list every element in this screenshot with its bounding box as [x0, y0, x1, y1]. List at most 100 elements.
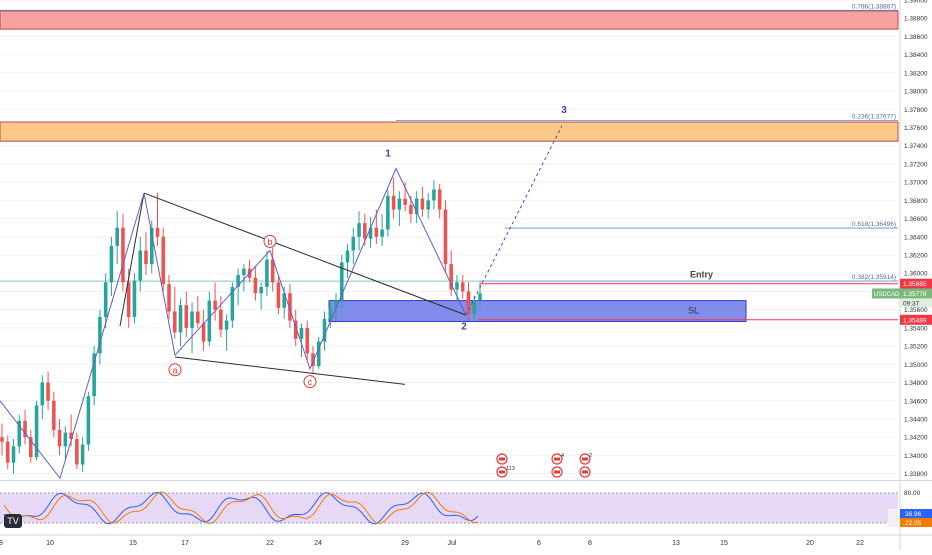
candle [386, 189, 390, 237]
candle [103, 273, 108, 328]
candle [270, 247, 275, 292]
candle-body [380, 229, 384, 237]
candle-body [368, 227, 373, 239]
entry-price-tag: 1.35885 [900, 278, 932, 289]
price-tick: 1.34200 [904, 435, 928, 442]
candle-body [363, 223, 367, 239]
candle [472, 296, 477, 319]
candle-body [17, 420, 22, 447]
candle [236, 268, 240, 306]
sl-label: SL [688, 306, 699, 316]
current-price-tag-text: 1.35778 [903, 291, 927, 298]
price-tick: 1.36400 [904, 234, 928, 241]
event-flag-stripe [499, 457, 505, 461]
candle [75, 432, 79, 470]
candle-body [167, 284, 171, 312]
fib-label: 0.618(1.36496) [852, 221, 896, 228]
oscillator-mini-box [888, 509, 898, 518]
candle-body [80, 444, 85, 465]
time-tick: 10 [46, 540, 54, 547]
candle [449, 250, 453, 297]
candle-body [184, 305, 189, 328]
candle [121, 214, 125, 292]
candles [0, 177, 482, 474]
candle-body [443, 209, 448, 265]
price-tick: 1.38200 [904, 70, 928, 77]
candle-body [132, 280, 137, 317]
candle [466, 282, 471, 321]
price-tick: 1.35000 [904, 362, 928, 369]
candle-body [460, 282, 465, 292]
candle-body [328, 307, 333, 319]
candle [132, 273, 137, 324]
price-tick: 1.34600 [904, 398, 928, 405]
candle [5, 435, 10, 470]
candle [426, 193, 430, 219]
corrective-letter: a [172, 365, 177, 375]
candle [328, 302, 333, 328]
time-axis: 8 10 15 17 22 24 29 Jul 6 8 13 15 20 22 [0, 540, 864, 547]
tradingview-logo-icon[interactable]: TV [4, 514, 22, 528]
event-row2-1 [551, 466, 563, 478]
candle [460, 275, 465, 299]
fib-label: 0.236(1.37677) [852, 114, 896, 121]
event-row1-1: 4 [551, 453, 564, 465]
candle-body [138, 250, 143, 281]
candle-body [288, 293, 292, 321]
candle-body [270, 259, 275, 283]
event-row1-0 [496, 453, 508, 465]
zone-demand [328, 300, 747, 323]
candle-body [121, 227, 125, 283]
candle [109, 236, 114, 297]
time-tick: 20 [806, 540, 814, 547]
event-flag-stripe [582, 470, 588, 474]
time-tick: 8 [588, 540, 592, 547]
candle [138, 236, 143, 292]
candle-body [253, 277, 258, 294]
event-row2-0: 113 [496, 466, 515, 478]
candle-body [23, 420, 27, 438]
wave-3-projection [465, 125, 563, 316]
candle-body [472, 300, 477, 315]
stop-price-tag-box [900, 314, 932, 325]
candle-body [334, 300, 338, 308]
candle-body [98, 316, 102, 354]
stop-price-tag-text: 1.35489 [903, 317, 927, 324]
event-flag-stripe [554, 457, 560, 461]
price-tick: 1.36200 [904, 253, 928, 260]
candle-body [172, 311, 177, 333]
candle [196, 296, 200, 328]
event-row2-2 [579, 466, 591, 478]
candle [63, 426, 68, 460]
event-count: 4 [561, 453, 564, 459]
entry-price-tag-box [900, 278, 932, 289]
candle-body [190, 311, 194, 328]
candle [23, 409, 27, 445]
lower-trendline [174, 356, 406, 385]
candle-body [478, 293, 482, 301]
candle-body [455, 282, 459, 290]
candle [86, 391, 91, 451]
price-tick: 1.37000 [904, 180, 928, 187]
event-flag-stripe [554, 470, 560, 474]
corrective-circle [263, 234, 277, 248]
price-tick: 1.36000 [904, 271, 928, 278]
candle [29, 429, 33, 463]
price-tick: 1.37600 [904, 125, 928, 132]
candle-body [299, 327, 304, 339]
zone-supply [0, 10, 899, 30]
corrective-label-a: a [168, 363, 182, 377]
candle [420, 186, 425, 217]
candle [207, 291, 212, 347]
candle [265, 250, 269, 297]
candle [40, 375, 45, 419]
candle [357, 211, 361, 251]
candle-body [178, 305, 183, 333]
candle [305, 320, 310, 360]
candle-body [144, 250, 148, 265]
candle [322, 311, 327, 351]
candle-body [219, 309, 223, 330]
price-tick: 1.34400 [904, 416, 928, 423]
